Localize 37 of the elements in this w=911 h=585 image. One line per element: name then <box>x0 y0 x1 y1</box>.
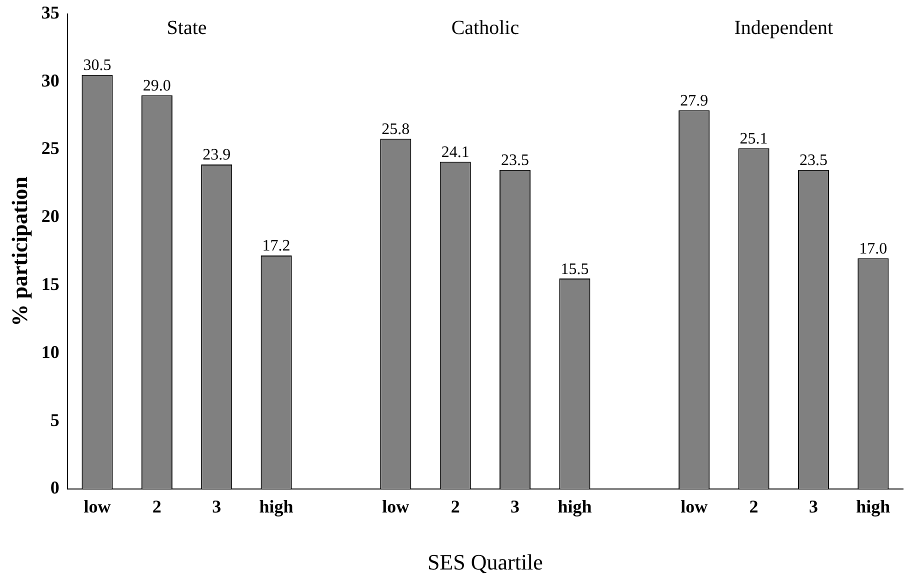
x-tick-label: 3 <box>510 496 520 516</box>
y-tick-label: 35 <box>41 2 60 22</box>
y-tick-label: 15 <box>41 274 60 294</box>
x-tick-label: high <box>558 496 592 516</box>
x-tick-label: high <box>856 496 890 516</box>
x-tick-label: low <box>382 496 410 516</box>
data-label: 23.5 <box>501 152 530 170</box>
data-label: 23.9 <box>202 146 231 164</box>
x-tick-label: 2 <box>152 496 162 516</box>
annotation: State <box>166 16 207 39</box>
x-tick-label: 3 <box>212 496 222 516</box>
data-label: 25.8 <box>382 120 410 138</box>
x-tick-label: low <box>680 496 708 516</box>
x-tick-label: 2 <box>450 496 460 516</box>
y-tick-label: 5 <box>50 410 60 430</box>
x-tick-label: 2 <box>749 496 758 516</box>
y-axis-title: % participation <box>6 176 32 326</box>
data-label: 24.1 <box>441 144 470 161</box>
y-tick-label: 20 <box>41 206 60 226</box>
data-label: 25.1 <box>740 130 768 148</box>
y-tick-label: 0 <box>50 478 60 498</box>
annotation: Catholic <box>451 16 520 39</box>
x-tick-label: 3 <box>808 496 818 516</box>
data-label: 23.5 <box>799 152 828 170</box>
data-label: 27.9 <box>680 92 708 110</box>
data-label: 30.5 <box>83 57 112 74</box>
data-label: 17.2 <box>262 238 290 255</box>
y-tick-label: 10 <box>41 342 60 362</box>
x-axis-title: SES Quartile <box>427 550 543 575</box>
y-tick-label: 25 <box>41 138 60 158</box>
data-label: 15.5 <box>560 260 589 278</box>
x-tick-label: high <box>259 496 294 516</box>
y-tick-label: 30 <box>41 70 60 90</box>
data-label: 29.0 <box>142 77 171 94</box>
data-label: 17.0 <box>859 240 888 258</box>
x-tick-label: low <box>84 496 111 516</box>
annotation: Independent <box>734 16 834 39</box>
